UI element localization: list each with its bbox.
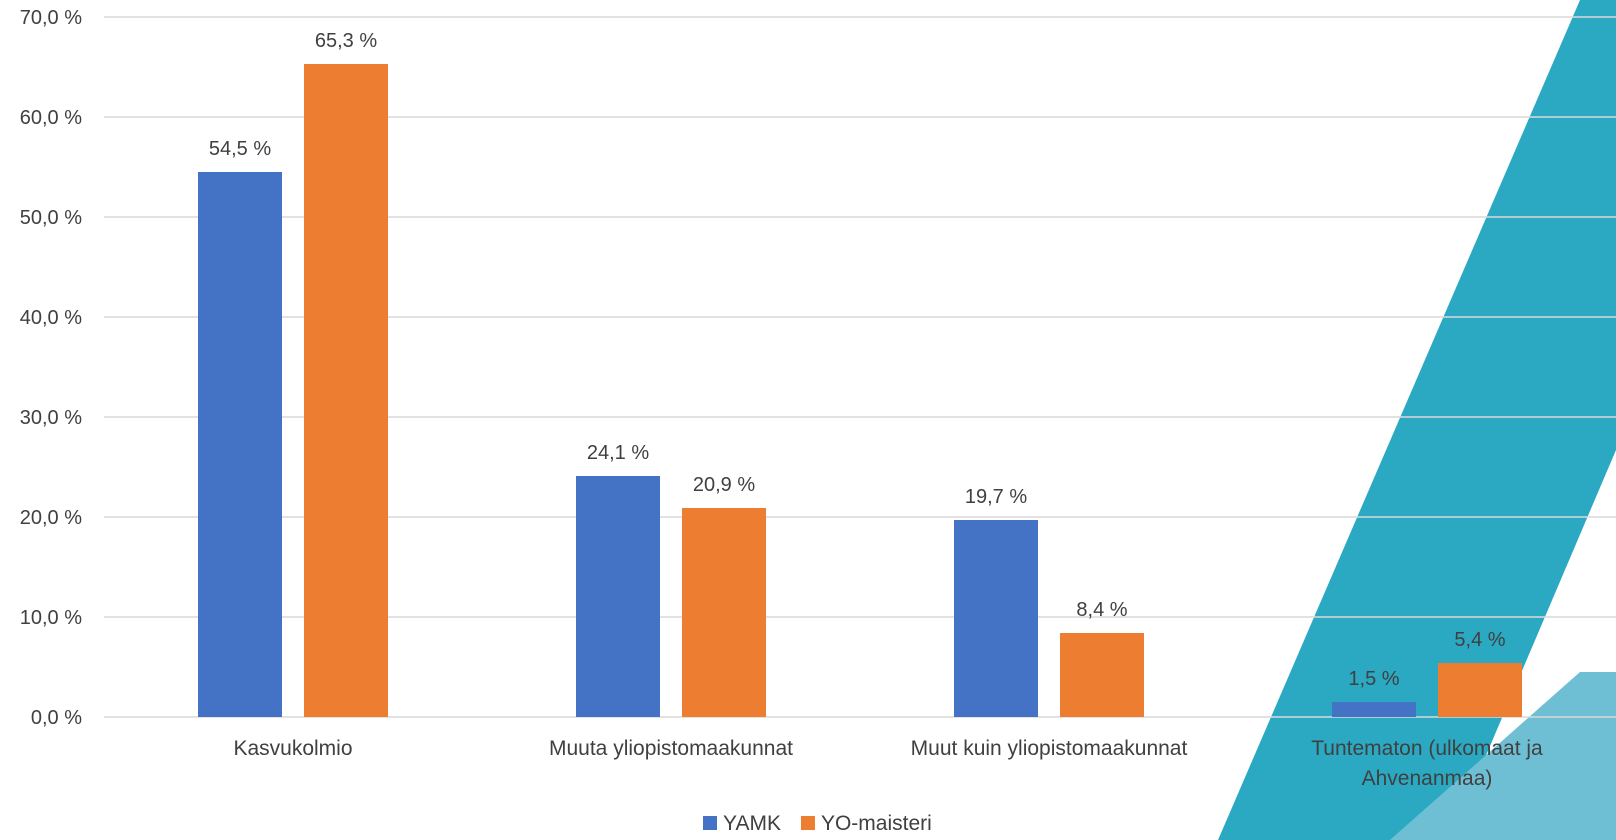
x-axis: Kasvukolmio Muuta yliopistomaakunnat Muut … — [233, 737, 1543, 790]
decorative-teal-stripe — [1218, 0, 1616, 840]
y-tick-label: 20,0 % — [20, 507, 82, 529]
x-tick-label: Muuta yliopistomaakunnat — [549, 737, 793, 760]
y-tick-label: 60,0 % — [20, 107, 82, 129]
y-tick-label: 50,0 % — [20, 207, 82, 229]
bar — [198, 172, 282, 717]
y-tick-label: 70,0 % — [20, 7, 82, 29]
data-label: 54,5 % — [209, 138, 271, 160]
legend-swatch — [703, 816, 717, 830]
data-label: 5,4 % — [1454, 629, 1505, 651]
decorative-light-teal-corner — [1390, 672, 1616, 840]
data-label: 24,1 % — [587, 442, 649, 464]
x-tick-label: Kasvukolmio — [233, 737, 352, 760]
bar — [304, 64, 388, 717]
y-tick-label: 0,0 % — [31, 707, 82, 729]
x-tick-label: Muut kuin yliopistomaakunnat — [911, 737, 1188, 760]
y-tick-label: 30,0 % — [20, 407, 82, 429]
bar — [954, 520, 1038, 717]
data-label: 8,4 % — [1076, 599, 1127, 621]
x-tick-label: Tuntematon (ulkomaat ja — [1311, 737, 1543, 760]
bars — [198, 64, 1522, 717]
bar — [682, 508, 766, 717]
bar — [1332, 702, 1416, 717]
data-labels: 54,5 % 65,3 % 24,1 % 20,9 % 19,7 % 8,4 % 1,5 %… — [209, 30, 1506, 690]
y-axis: 0,0 % 10,0 % 20,0 % 30,0 % 40,0 % 50,0 % 60,0 … — [20, 7, 82, 729]
x-tick-label: Ahvenanmaa) — [1362, 767, 1493, 790]
data-label: 65,3 % — [315, 30, 377, 52]
gridlines — [104, 16, 1616, 718]
y-tick-label: 40,0 % — [20, 307, 82, 329]
decorative-background-shapes — [1218, 0, 1616, 840]
legend: YAMK YO-maisteri — [703, 812, 932, 835]
data-label: 1,5 % — [1348, 668, 1399, 690]
legend-label: YAMK — [723, 812, 781, 835]
legend-swatch — [800, 816, 815, 830]
data-label: 20,9 % — [693, 474, 755, 496]
legend-label: YO-maisteri — [821, 812, 932, 835]
bar — [1438, 663, 1522, 717]
bar — [576, 476, 660, 717]
y-tick-label: 10,0 % — [20, 607, 82, 629]
bar — [1060, 633, 1144, 717]
data-label: 19,7 % — [965, 486, 1027, 508]
